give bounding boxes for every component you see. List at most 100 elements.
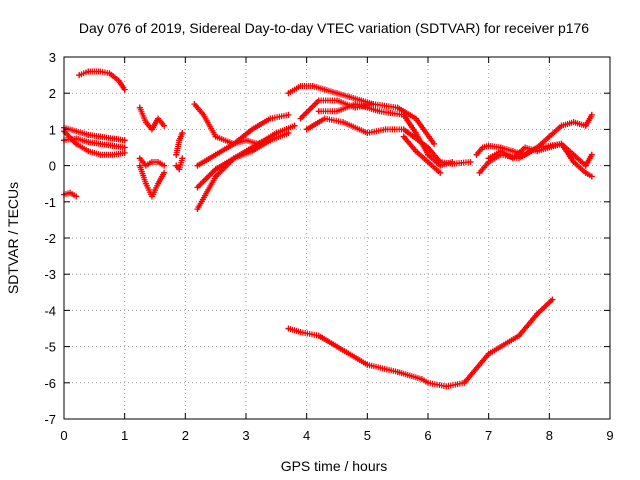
data-point	[67, 189, 74, 196]
data-point	[346, 93, 353, 100]
data-point	[479, 144, 486, 151]
data-point	[334, 97, 340, 104]
data-point	[297, 329, 304, 336]
data-point	[179, 130, 186, 137]
data-point	[516, 332, 522, 339]
data-point	[570, 151, 577, 158]
data-point	[109, 142, 116, 149]
y-tick-label: -6	[44, 376, 56, 391]
data-point	[321, 86, 328, 93]
data-point	[136, 162, 143, 169]
series-s17	[303, 115, 474, 167]
data-point	[85, 131, 92, 138]
x-tick-label: 9	[606, 428, 613, 443]
data-point	[173, 151, 180, 158]
data-point	[148, 193, 155, 200]
data-point	[297, 115, 304, 122]
y-tick-label: 2	[49, 86, 56, 101]
series-trace	[403, 136, 441, 174]
data-point	[285, 111, 292, 118]
data-point	[364, 130, 371, 137]
data-point	[73, 135, 80, 142]
data-point	[588, 111, 595, 118]
data-point	[212, 173, 219, 180]
data-point	[267, 115, 274, 122]
data-point	[558, 140, 565, 147]
data-point	[97, 133, 104, 140]
data-point	[249, 148, 256, 155]
series-s2	[76, 68, 128, 93]
data-point	[534, 311, 541, 318]
data-point	[309, 82, 316, 89]
data-point	[179, 155, 186, 162]
series-s18	[315, 101, 456, 169]
data-point	[549, 296, 556, 303]
data-point	[315, 108, 322, 115]
data-point	[73, 128, 80, 135]
data-point	[230, 140, 237, 147]
series-s20	[285, 296, 556, 390]
series-s11	[191, 101, 262, 147]
data-point	[85, 139, 92, 146]
series-markers	[173, 130, 186, 158]
data-point	[425, 144, 431, 151]
data-point	[121, 137, 128, 144]
data-point	[285, 90, 292, 97]
data-point	[437, 169, 444, 176]
y-tick-label: -5	[44, 340, 56, 355]
data-point	[400, 111, 407, 118]
series-markers	[285, 82, 377, 108]
series-s5	[61, 128, 128, 158]
data-point	[485, 158, 492, 165]
data-point	[73, 140, 80, 147]
data-point	[582, 162, 589, 169]
data-point	[106, 70, 113, 77]
data-point	[570, 158, 577, 165]
series-s10	[173, 155, 186, 173]
data-point	[334, 90, 340, 97]
y-tick-label: 3	[49, 50, 56, 65]
series-s7	[136, 155, 168, 169]
data-point	[136, 104, 143, 111]
data-point	[382, 126, 389, 133]
data-point	[136, 155, 143, 162]
data-point	[473, 151, 480, 158]
data-point	[76, 72, 83, 79]
data-point	[394, 368, 401, 375]
data-point	[97, 140, 104, 147]
series-s6	[136, 104, 168, 133]
x-tick-label: 6	[424, 428, 431, 443]
data-point	[161, 122, 168, 129]
data-point	[358, 97, 365, 104]
data-point	[364, 361, 371, 368]
series-trace	[306, 117, 471, 165]
data-point	[321, 115, 328, 122]
data-point	[200, 111, 207, 118]
data-point	[437, 162, 444, 169]
data-point	[485, 142, 492, 149]
data-point	[249, 126, 256, 133]
y-tick-label: -3	[44, 267, 56, 282]
data-point	[85, 68, 92, 75]
data-point	[485, 350, 492, 357]
data-point	[315, 332, 322, 339]
data-point	[155, 180, 162, 187]
data-point	[121, 144, 128, 151]
data-point	[109, 151, 116, 158]
data-point	[400, 133, 407, 140]
series-s14	[194, 130, 292, 191]
y-tick-label: -7	[44, 412, 56, 427]
data-point	[425, 158, 431, 165]
x-tick-label: 4	[303, 428, 310, 443]
x-tick-label: 1	[121, 428, 128, 443]
series-s8	[136, 162, 168, 200]
y-tick-label: 0	[49, 159, 56, 174]
data-point	[191, 101, 198, 108]
data-point	[522, 144, 529, 151]
data-point	[73, 193, 80, 200]
y-tick-label: -1	[44, 195, 56, 210]
data-point	[85, 148, 92, 155]
data-point	[212, 151, 219, 158]
x-tick-label: 2	[182, 428, 189, 443]
